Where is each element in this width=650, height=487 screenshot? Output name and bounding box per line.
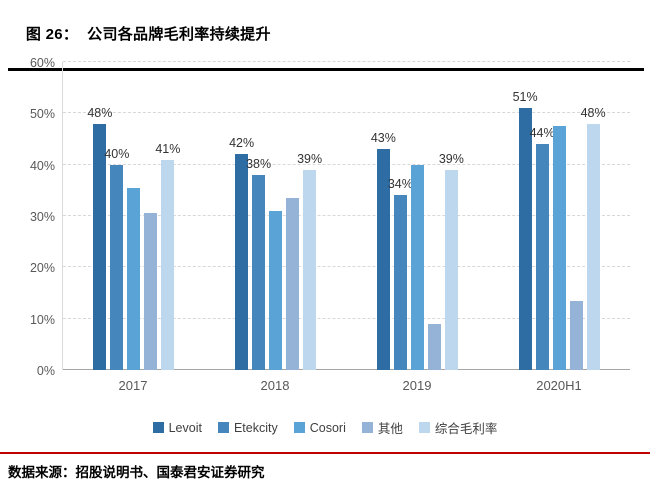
gridline — [63, 61, 630, 62]
bar-其他-2019 — [427, 323, 441, 370]
y-tick-label: 30% — [29, 210, 55, 224]
legend-label: 其他 — [377, 422, 403, 436]
legend-swatch — [418, 422, 430, 433]
bar-value-label: 34% — [387, 177, 413, 192]
x-axis-label-2018: 2018 — [260, 378, 290, 393]
bar-value-label: 42% — [229, 136, 255, 151]
bar-Cosori-2017 — [127, 187, 141, 370]
gridline — [63, 215, 630, 216]
bar-group-2019: 43% 34% 39% — [347, 62, 489, 370]
y-tick-label: 10% — [29, 312, 55, 327]
gridline — [63, 163, 630, 165]
chart-legend: Levoit Etekcity Cosori 其他 综合毛利率 — [0, 418, 650, 437]
bar-value-label: 48% — [580, 105, 606, 120]
bar-其他-2018 — [286, 198, 300, 370]
bar-Cosori-2018 — [269, 210, 283, 370]
gridline — [63, 266, 630, 268]
bar-value-label: 41% — [155, 141, 181, 156]
bar-Levoit-2018: 42% — [229, 136, 254, 370]
bar-其他-2020H1 — [569, 300, 583, 370]
legend-item-Etekcity: Etekcity — [217, 420, 278, 435]
legend-label: Cosori — [309, 420, 346, 435]
bar-value-label: 44% — [529, 126, 555, 141]
y-tick-label: 50% — [29, 107, 55, 122]
x-axis-label-2020H1: 2020H1 — [536, 378, 582, 393]
plot-area: 0% 10% 20% 30% 40% 50% 60% 48% 40% 41% 42% 38% 39% 43… — [30, 56, 630, 378]
footer-divider — [0, 452, 650, 454]
figure-title: 图 26： 公司各品牌毛利率持续提升 — [8, 6, 644, 71]
legend-item-Levoit: Levoit — [152, 420, 202, 435]
bar-group-2017: 48% 40% 41% — [63, 62, 205, 370]
x-axis-label-2019: 2019 — [402, 378, 432, 393]
legend-item-其他: 其他 — [361, 418, 403, 437]
data-source-note: 数据来源：招股说明书、国泰君安证券研究 — [8, 465, 265, 480]
legend-swatch — [217, 422, 229, 433]
gridline — [63, 369, 630, 370]
legend-item-综合毛利率: 综合毛利率 — [418, 418, 498, 437]
bar-value-label: 38% — [246, 156, 272, 171]
y-tick-label: 40% — [29, 158, 55, 173]
bar-Etekcity-2019: 34% — [388, 177, 413, 370]
bar-value-label: 48% — [87, 105, 113, 120]
bar-Etekcity-2017: 40% — [104, 147, 129, 370]
bar-value-label: 40% — [104, 146, 130, 161]
y-tick-label: 0% — [36, 364, 55, 378]
bar-Levoit-2017: 48% — [87, 106, 112, 370]
legend-label: 综合毛利率 — [434, 422, 498, 436]
bar-group-2020H1: 51% 44% 48% — [488, 62, 630, 370]
legend-item-Cosori: Cosori — [293, 420, 346, 435]
bar-Cosori-2020H1 — [552, 126, 566, 370]
bar-综合毛利率-2017: 41% — [155, 142, 180, 370]
x-axis-label-2017: 2017 — [118, 378, 148, 393]
bar-Levoit-2019: 43% — [371, 131, 396, 370]
gridline — [63, 112, 630, 114]
bar-value-label: 39% — [438, 151, 464, 166]
bar-Levoit-2020H1: 51% — [513, 90, 538, 370]
bar-Etekcity-2020H1: 44% — [530, 126, 555, 370]
bar-groups: 48% 40% 41% 42% 38% 39% 43% 34% 39% 51% 44% 48% — [63, 62, 630, 370]
legend-label: Levoit — [168, 420, 202, 435]
bar-group-2018: 42% 38% 39% — [205, 62, 347, 370]
figure-title-text: 图 26： 公司各品牌毛利率持续提升 — [25, 26, 271, 43]
legend-swatch — [152, 422, 164, 433]
bar-value-label: 51% — [512, 90, 538, 105]
bar-value-label: 39% — [297, 151, 323, 166]
bar-Cosori-2019 — [410, 164, 424, 370]
bar-value-label: 43% — [370, 131, 396, 146]
y-tick-label: 20% — [29, 261, 55, 276]
bar-综合毛利率-2020H1: 48% — [581, 106, 606, 370]
bar-综合毛利率-2019: 39% — [439, 152, 464, 370]
legend-swatch — [361, 422, 373, 433]
bar-Etekcity-2018: 38% — [246, 157, 271, 370]
bar-其他-2017 — [144, 213, 158, 370]
legend-swatch — [293, 422, 305, 433]
legend-label: Etekcity — [233, 420, 278, 435]
gridline — [63, 317, 630, 319]
x-axis-labels: 2017 2018 2019 2020H1 — [62, 378, 630, 393]
y-tick-label: 60% — [29, 56, 55, 70]
bar-综合毛利率-2018: 39% — [297, 152, 322, 370]
